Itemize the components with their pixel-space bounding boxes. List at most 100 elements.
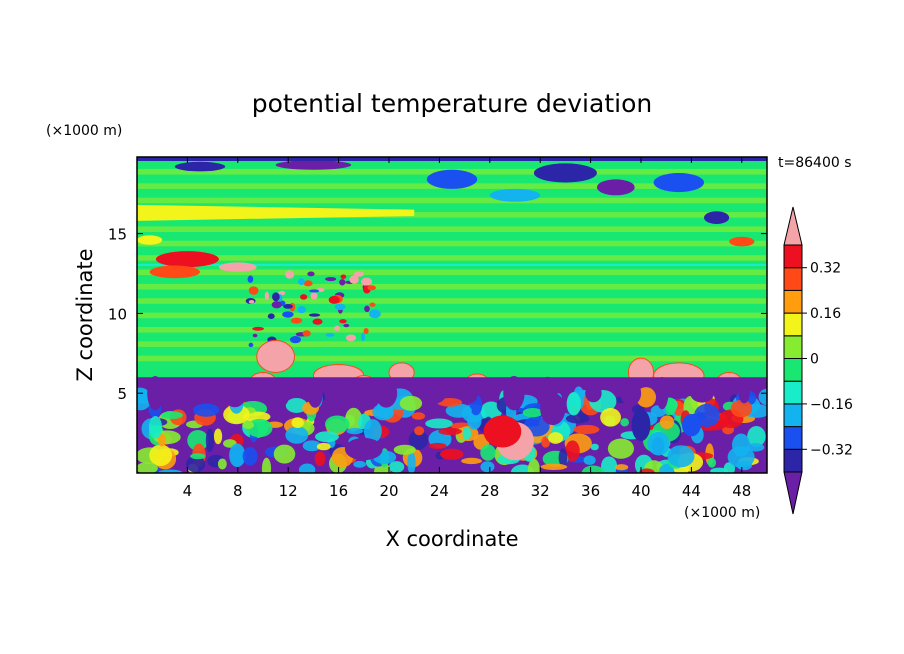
field-turbulence <box>428 442 447 450</box>
field-finger <box>307 378 323 408</box>
x-tick-label: 12 <box>279 482 298 500</box>
field-turbulence <box>647 431 670 456</box>
field-turbulence <box>314 451 326 467</box>
y-axis: 5 10 15 <box>108 226 767 403</box>
colorbar-label: 0.32 <box>810 261 841 277</box>
field-turbulence <box>659 415 675 429</box>
field-finger <box>462 383 478 403</box>
field-spot <box>252 326 265 331</box>
field-turbulence <box>285 426 309 444</box>
field-finger <box>620 380 642 406</box>
field-feature <box>483 415 522 448</box>
field-spot <box>349 275 359 284</box>
field-turbulence <box>461 457 482 465</box>
x-tick-label: 32 <box>531 482 550 500</box>
field-spot <box>367 285 376 291</box>
field-spot <box>302 330 311 337</box>
field-turbulence <box>636 387 656 408</box>
field-feature <box>344 437 383 461</box>
field-turbulence <box>480 444 496 461</box>
field-spot <box>247 275 254 283</box>
x-tick-label: 44 <box>682 482 701 500</box>
field-turbulence <box>747 425 766 448</box>
field-turbulence <box>445 403 472 418</box>
field-turbulence <box>298 463 316 473</box>
field-turbulence <box>667 445 695 468</box>
colorbar-box <box>783 403 803 428</box>
field-finger <box>503 376 525 411</box>
field-spot <box>325 333 335 337</box>
x-axis: 4 8 12 16 20 24 28 32 36 40 44 48 <box>183 157 751 500</box>
field-spot <box>309 289 320 293</box>
field-spot <box>353 271 364 277</box>
x-tick-label: 48 <box>732 482 751 500</box>
field-band <box>137 204 415 221</box>
field-feature <box>681 413 701 437</box>
field-turbulence <box>414 426 425 436</box>
field-turbulence <box>581 465 605 473</box>
field-spot <box>252 333 258 338</box>
field-spot <box>345 334 357 342</box>
field-feature <box>631 409 651 442</box>
field-spot <box>334 303 346 311</box>
field-turbulence <box>694 403 720 428</box>
field-turbulence <box>583 455 596 466</box>
field-turbulence <box>601 456 618 473</box>
field-spot <box>303 280 313 287</box>
field-turbulence <box>315 431 339 443</box>
field-turbulence <box>565 440 580 462</box>
field-spot <box>334 325 340 331</box>
colorbar-box <box>783 244 803 269</box>
plot-frame <box>136 156 768 474</box>
field-turbulence <box>137 462 158 473</box>
field-turbulence <box>149 444 173 467</box>
colorbar-top-arrow <box>783 206 803 246</box>
field-band <box>137 283 767 290</box>
field-turbulence <box>160 411 183 420</box>
colorbar-box <box>783 267 803 291</box>
field-band <box>137 255 767 261</box>
y-tick-label: 10 <box>108 305 127 323</box>
field-spot <box>343 323 350 328</box>
field-turbulence <box>467 411 482 430</box>
field-finger <box>340 378 355 408</box>
field-turbulence <box>730 399 753 418</box>
field-spot <box>248 286 259 295</box>
field-turbulence <box>540 463 568 471</box>
field-spot <box>285 270 295 279</box>
field-spot <box>340 274 347 279</box>
field-spot <box>328 295 340 304</box>
field-finger <box>585 384 602 403</box>
field-spot <box>282 311 294 318</box>
colorbar: 0.32 0.16 0 −0.16 −0.32 <box>783 206 853 515</box>
field-blob <box>137 235 163 245</box>
field-band <box>137 312 767 319</box>
field-turbulence <box>408 429 429 450</box>
field-turbulence <box>710 467 729 473</box>
field-spot <box>308 313 321 317</box>
field-spot <box>290 317 303 324</box>
field-turbulence <box>407 451 416 473</box>
field-spot <box>364 305 370 313</box>
field-finger <box>738 383 750 404</box>
field-turbulence <box>324 415 350 433</box>
y-tick-label: 5 <box>117 385 127 403</box>
field-spot <box>369 302 376 307</box>
field-turbulence <box>157 433 166 447</box>
contour-field <box>137 157 767 473</box>
field-finger <box>269 378 290 408</box>
field-turbulence <box>285 397 308 413</box>
field-finger <box>537 376 558 410</box>
field-spot <box>264 291 270 301</box>
field-spot <box>289 336 302 344</box>
x-unit-label: (×1000 m) <box>684 505 760 521</box>
field-turbulence <box>148 415 163 439</box>
field-turbulence <box>346 427 364 435</box>
field-finger <box>690 383 715 403</box>
field-spot <box>267 313 275 319</box>
field-finger <box>375 378 398 408</box>
field-blob <box>596 179 635 196</box>
colorbar-box <box>783 380 803 405</box>
field-spot <box>297 305 306 314</box>
